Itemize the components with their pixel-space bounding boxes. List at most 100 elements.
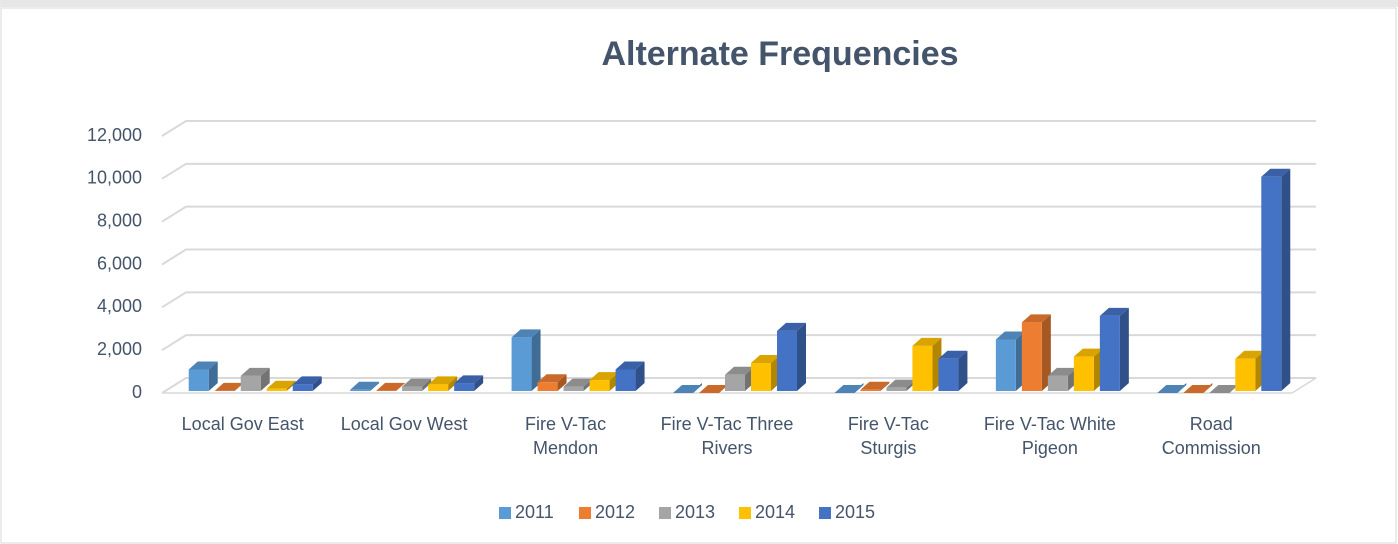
bar-side: [260, 367, 270, 391]
bar-top: [292, 376, 322, 385]
bar-front: [511, 337, 532, 391]
bar-front: [1047, 375, 1068, 391]
bar-front: [428, 384, 449, 391]
chart-title: Alternate Frequencies: [601, 35, 958, 73]
bar-top: [563, 378, 593, 387]
bar-top: [938, 350, 968, 359]
bar-top: [1099, 307, 1129, 316]
bar-top: [454, 375, 484, 384]
bar: [1099, 307, 1129, 391]
bar-front: [886, 387, 907, 391]
bar-side: [448, 376, 458, 391]
bar-front: [995, 339, 1016, 391]
bar-top: [1157, 385, 1187, 393]
bar-side: [531, 329, 541, 391]
bar: [511, 329, 541, 391]
x-tick-label: Fire V-Tac Sturgis: [847, 414, 929, 458]
legend-label: 2014: [755, 502, 795, 522]
bar-side: [286, 380, 296, 391]
bar-side: [474, 375, 484, 391]
bar: [860, 381, 890, 391]
bar: [240, 367, 270, 391]
bar-top: [402, 378, 432, 387]
legend-label: 2013: [675, 502, 715, 522]
bar-top: [1235, 350, 1265, 359]
bar: [188, 361, 218, 391]
grid-line: [161, 120, 1316, 137]
bar: [751, 355, 780, 391]
bar-top: [1021, 314, 1051, 323]
bar-top: [699, 385, 728, 393]
bar-side: [312, 376, 322, 391]
bar: [428, 376, 458, 391]
legend-swatch: [579, 507, 591, 519]
bar-side: [797, 322, 806, 391]
bar: [350, 381, 380, 391]
legend-label: 2011: [515, 502, 554, 522]
bar-side: [880, 381, 890, 391]
bar-side: [635, 361, 645, 391]
bar-front: [292, 384, 313, 391]
floor-edge: [1291, 377, 1317, 394]
legend-swatch: [819, 507, 831, 519]
bar: [886, 379, 916, 391]
bar-top: [860, 381, 890, 390]
x-tick-label: Fire V-Tac Three Rivers: [660, 414, 794, 458]
bar-side: [557, 374, 567, 391]
bar-top: [1261, 168, 1291, 177]
bar-top: [589, 372, 619, 381]
bar-front: [1073, 356, 1094, 391]
bar-front: [1021, 322, 1042, 391]
bar-top: [834, 385, 864, 393]
bar-top: [537, 374, 567, 383]
bar-side: [1041, 314, 1051, 391]
bar-front: [589, 380, 610, 391]
bar-top: [214, 382, 244, 391]
x-tick-label: Local Gov East: [181, 414, 304, 434]
x-tick-label: Road Commission: [1161, 414, 1261, 458]
bar: [1183, 383, 1213, 393]
bar: [454, 375, 484, 391]
bar-top: [615, 361, 645, 370]
bar-front: [615, 369, 636, 391]
bar-front: [1235, 358, 1256, 391]
bar-side: [422, 378, 432, 391]
bar: [563, 378, 593, 391]
bar-top: [751, 355, 780, 364]
bar: [1073, 348, 1103, 391]
y-tick-label: 2,000: [97, 339, 142, 359]
bar-top: [1047, 367, 1077, 376]
bar: [402, 378, 432, 391]
bar: [266, 380, 296, 391]
y-tick-label: 8,000: [97, 210, 142, 230]
bar-top: [1209, 385, 1239, 393]
bar: [725, 366, 754, 391]
bar: [834, 383, 864, 393]
grid-line: [161, 334, 1316, 352]
bar-front: [912, 345, 933, 391]
bar-top: [350, 381, 380, 390]
legend-label: 2015: [835, 502, 875, 522]
top-strip: [0, 0, 1398, 7]
y-tick-label: 0: [132, 382, 142, 402]
bar: [912, 337, 942, 391]
bar: [214, 382, 244, 391]
bar: [699, 383, 728, 393]
bar-top: [725, 366, 754, 375]
bar: [1157, 383, 1187, 393]
bar-top: [995, 331, 1025, 340]
bar: [1235, 350, 1265, 391]
grid-line: [161, 248, 1316, 266]
bar: [1047, 367, 1077, 391]
y-tick-label: 12,000: [87, 125, 142, 145]
bar-top: [376, 382, 406, 391]
bar-top: [428, 376, 458, 385]
bar-top: [912, 337, 942, 346]
bar-side: [370, 381, 380, 391]
bar-front: [266, 388, 287, 391]
y-tick-label: 10,000: [87, 168, 142, 188]
bar-front: [240, 375, 261, 391]
bar-front: [454, 383, 475, 391]
